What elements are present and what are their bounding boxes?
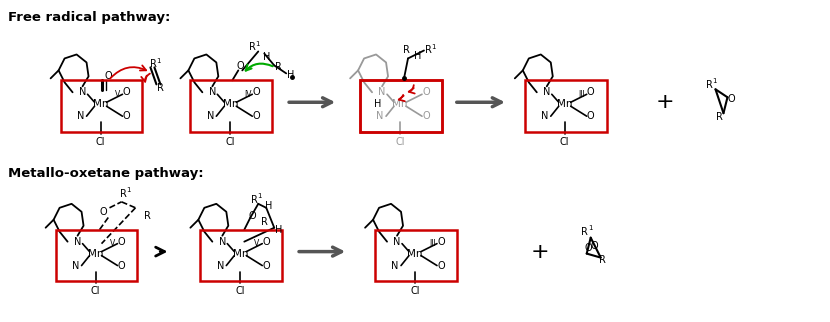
Text: H: H <box>262 52 270 62</box>
Text: N: N <box>74 237 81 247</box>
Text: N: N <box>208 87 216 97</box>
Text: N: N <box>376 111 383 121</box>
Text: R: R <box>581 227 588 237</box>
Text: N: N <box>77 111 85 121</box>
Text: Cl: Cl <box>95 137 105 147</box>
Text: O: O <box>118 260 125 270</box>
Text: O: O <box>123 111 130 121</box>
Text: N: N <box>392 260 398 270</box>
Text: O: O <box>422 87 430 97</box>
Text: O: O <box>262 260 270 270</box>
Bar <box>375 230 457 281</box>
Text: N: N <box>393 237 401 247</box>
Text: III: III <box>429 239 436 248</box>
Text: O: O <box>437 260 445 270</box>
Text: 1: 1 <box>157 58 161 63</box>
Text: V: V <box>110 239 115 248</box>
Text: Cl: Cl <box>90 287 100 297</box>
Bar <box>56 230 138 281</box>
Text: H: H <box>414 52 422 62</box>
Text: N: N <box>207 111 214 121</box>
Text: R: R <box>706 80 713 90</box>
Text: Mn: Mn <box>93 99 108 109</box>
Text: Mn: Mn <box>232 249 248 259</box>
Text: R: R <box>120 189 127 199</box>
Text: Mn: Mn <box>557 99 573 109</box>
Text: III: III <box>579 90 585 99</box>
Text: R: R <box>275 62 281 72</box>
Text: R: R <box>251 195 257 205</box>
Text: O: O <box>118 237 125 247</box>
Text: Mn: Mn <box>88 249 103 259</box>
Text: H: H <box>275 225 282 235</box>
Text: R: R <box>150 60 157 70</box>
Text: O: O <box>248 211 256 221</box>
Text: N: N <box>378 87 386 97</box>
Text: 1: 1 <box>127 187 131 193</box>
Text: 1: 1 <box>713 79 717 84</box>
Text: N: N <box>79 87 86 97</box>
Text: O: O <box>437 237 445 247</box>
Text: N: N <box>218 237 226 247</box>
Text: N: N <box>541 111 549 121</box>
Text: O: O <box>100 207 107 217</box>
Text: 1: 1 <box>257 193 262 199</box>
Text: O: O <box>252 87 260 97</box>
Text: H: H <box>374 99 382 109</box>
Text: 1: 1 <box>431 44 436 50</box>
Text: O: O <box>123 87 130 97</box>
Bar <box>61 80 143 132</box>
Text: V: V <box>115 90 120 99</box>
Text: +: + <box>530 242 549 261</box>
Text: Metallo-oxetane pathway:: Metallo-oxetane pathway: <box>7 167 203 180</box>
Text: O: O <box>587 111 594 121</box>
Text: Free radical pathway:: Free radical pathway: <box>7 11 170 24</box>
Text: R: R <box>716 112 723 122</box>
Bar <box>525 80 607 132</box>
Text: R: R <box>599 255 606 265</box>
Text: IV: IV <box>244 90 251 99</box>
Text: R: R <box>157 83 164 93</box>
Text: O: O <box>105 71 112 81</box>
Bar <box>190 80 272 132</box>
Text: N: N <box>217 260 224 270</box>
Text: R: R <box>144 211 151 221</box>
Text: O: O <box>587 87 594 97</box>
Text: +: + <box>655 92 674 112</box>
Text: R: R <box>424 45 432 55</box>
Text: O: O <box>591 241 598 251</box>
Text: H: H <box>286 71 294 80</box>
Text: O: O <box>585 242 593 253</box>
Text: V: V <box>254 239 260 248</box>
Text: Cl: Cl <box>410 287 420 297</box>
Text: H: H <box>265 201 272 211</box>
Text: N: N <box>72 260 79 270</box>
Text: O: O <box>237 62 244 71</box>
Text: R: R <box>261 217 268 227</box>
Bar <box>360 80 442 132</box>
Text: O: O <box>252 111 260 121</box>
Text: O: O <box>422 111 430 121</box>
Text: 1: 1 <box>256 41 260 47</box>
Text: O: O <box>262 237 270 247</box>
Text: Cl: Cl <box>395 137 405 147</box>
Text: Mn: Mn <box>222 99 238 109</box>
Text: Cl: Cl <box>560 137 569 147</box>
Text: Mn: Mn <box>408 249 422 259</box>
Text: Cl: Cl <box>236 287 245 297</box>
Text: R: R <box>403 45 409 55</box>
Text: 1: 1 <box>588 225 593 231</box>
Text: N: N <box>543 87 550 97</box>
Bar <box>360 80 442 132</box>
Bar <box>200 230 282 281</box>
Text: Cl: Cl <box>226 137 235 147</box>
Text: Mn: Mn <box>393 99 408 109</box>
Text: R: R <box>249 43 256 52</box>
Text: O: O <box>728 94 735 104</box>
